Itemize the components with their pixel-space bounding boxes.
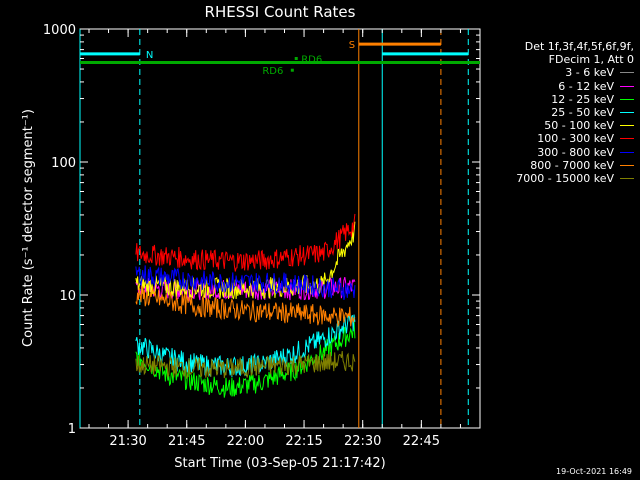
legend-swatch bbox=[620, 72, 634, 74]
x-tick-label: 22:00 bbox=[227, 434, 264, 449]
legend-rows: 3 - 6 keV 6 - 12 keV 12 - 25 keV 25 - 50 ke… bbox=[516, 66, 634, 185]
x-tick-label: 22:15 bbox=[285, 434, 322, 449]
legend-entry: 800 - 7000 keV bbox=[516, 159, 634, 172]
legend-label: 800 - 7000 keV bbox=[530, 158, 614, 172]
legend-label: 50 - 100 keV bbox=[544, 119, 614, 133]
legend-header-line: Det 1f,3f,4f,5f,6f,9f, bbox=[524, 40, 634, 53]
date-stamp: 19-Oct-2021 16:49 bbox=[556, 467, 632, 476]
series-line bbox=[135, 333, 356, 420]
x-tick-label: 22:30 bbox=[344, 434, 381, 449]
legend-entry: 300 - 800 keV bbox=[516, 146, 634, 159]
series-line bbox=[135, 351, 356, 380]
legend-entry: 25 - 50 keV bbox=[516, 106, 634, 119]
legend-entry: 7000 - 15000 keV bbox=[516, 172, 634, 185]
legend-label: 12 - 25 keV bbox=[551, 92, 614, 106]
legend-header-line: FDecim 1, Att 0 bbox=[548, 53, 634, 67]
series-line bbox=[135, 276, 356, 303]
legend: Det 1f,3f,4f,5f,6f,9f, FDecim 1, Att 0 3… bbox=[516, 40, 634, 185]
legend-label: 6 - 12 keV bbox=[558, 79, 614, 93]
legend-swatch bbox=[620, 164, 634, 166]
series-line bbox=[135, 213, 356, 272]
annotation-label: RD6 bbox=[262, 66, 283, 77]
legend-swatch bbox=[620, 177, 634, 179]
series-line bbox=[135, 265, 356, 301]
y-tick-label: 100 bbox=[51, 156, 76, 171]
legend-swatch bbox=[620, 151, 634, 153]
x-axis-label: Start Time (03-Sep-05 21:17:42) bbox=[174, 456, 385, 471]
annotation-marker bbox=[294, 57, 298, 61]
x-tick-label: 21:30 bbox=[109, 434, 146, 449]
chart-title: RHESSI Count Rates bbox=[205, 3, 356, 21]
annotation-label: S bbox=[349, 40, 355, 51]
y-axis-label: Count Rate (s⁻¹ detector segment⁻¹) bbox=[21, 109, 36, 347]
legend-entry: 6 - 12 keV bbox=[516, 80, 634, 93]
legend-entry: 100 - 300 keV bbox=[516, 132, 634, 145]
series-group bbox=[135, 213, 356, 420]
legend-label: 300 - 800 keV bbox=[537, 145, 614, 159]
legend-entry: 3 - 6 keV bbox=[516, 66, 634, 79]
legend-label: 3 - 6 keV bbox=[565, 66, 614, 80]
legend-swatch bbox=[620, 98, 634, 100]
annotation-label: N bbox=[146, 50, 153, 61]
legend-entry: 12 - 25 keV bbox=[516, 93, 634, 106]
legend-swatch bbox=[620, 112, 634, 114]
legend-label: 7000 - 15000 keV bbox=[516, 171, 614, 185]
y-tick-label: 10 bbox=[59, 289, 76, 304]
series-line bbox=[135, 313, 356, 378]
annotation-marker bbox=[290, 68, 294, 72]
annotation-group: N S RD6 RD6 bbox=[80, 40, 480, 77]
x-tick-label: 22:45 bbox=[403, 434, 440, 449]
y-tick-label: 1000 bbox=[43, 23, 76, 38]
annotation-label: RD6 bbox=[301, 55, 322, 66]
y-tick-label: 1 bbox=[68, 422, 76, 437]
x-tick-label: 21:45 bbox=[168, 434, 205, 449]
axes-group: 21:30 21:45 22:00 22:15 22:30 22:45 1 10 100 1000 bbox=[43, 23, 481, 449]
legend-swatch bbox=[620, 125, 634, 127]
series-line bbox=[135, 285, 356, 328]
legend-swatch bbox=[620, 85, 634, 87]
legend-swatch bbox=[620, 138, 634, 140]
legend-label: 25 - 50 keV bbox=[551, 105, 614, 119]
legend-label: 100 - 300 keV bbox=[537, 132, 614, 146]
legend-entry: 50 - 100 keV bbox=[516, 119, 634, 132]
